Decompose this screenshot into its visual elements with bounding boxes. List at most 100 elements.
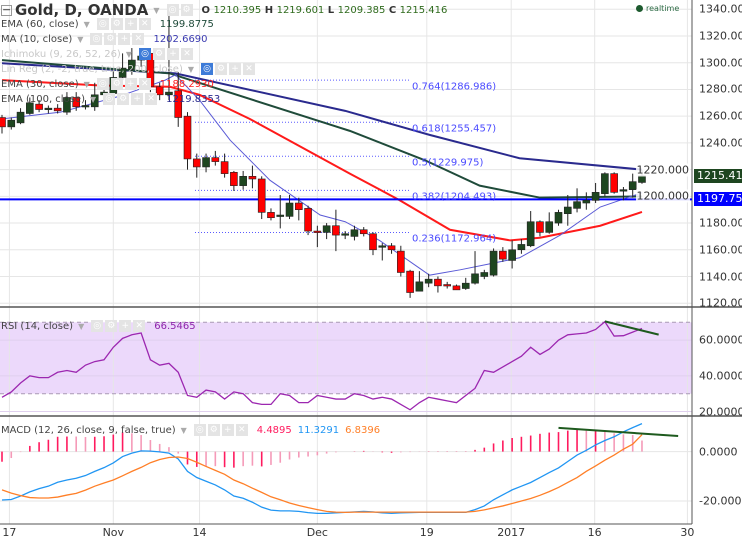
close-icon[interactable]: ✕ — [243, 63, 256, 75]
chevron-down-icon[interactable]: ▼ — [125, 49, 132, 59]
candle-body — [16, 111, 25, 124]
price-axis-label: 1160.000 — [699, 243, 742, 257]
close-icon[interactable]: ✕ — [138, 78, 151, 90]
indicator-label: Ichimoku (9, 26, 52, 26) — [1, 48, 121, 60]
candle-body — [44, 107, 53, 110]
indicator-label: Lin Reg (2, -2, true, true, 200, close) — [1, 63, 183, 75]
plus-icon[interactable]: + — [124, 78, 137, 90]
candle-body — [72, 97, 80, 108]
candle-body — [369, 233, 377, 251]
candle-body — [591, 192, 600, 201]
plus-icon[interactable]: + — [167, 48, 179, 60]
eye-icon[interactable]: ◎ — [96, 18, 109, 30]
gear-icon[interactable]: ⚙ — [110, 78, 123, 90]
candle-body — [332, 225, 340, 236]
gear-icon[interactable]: ⚙ — [180, 4, 193, 16]
eye-icon[interactable]: ◎ — [166, 4, 179, 16]
candle-body — [359, 229, 368, 235]
eye-icon[interactable]: ◎ — [139, 48, 151, 60]
macd-signal-value: 6.8396 — [345, 424, 381, 436]
close-icon[interactable]: ✕ — [235, 424, 248, 436]
ema60-line — [1, 59, 642, 199]
fib-level-label: 0.764(1286.986) — [412, 81, 497, 93]
high-value: 1219.601 — [276, 4, 325, 16]
indicator-legend[interactable]: Lin Reg (2, -2, true, true, 200, close) ▼… — [1, 62, 261, 76]
gear-icon[interactable]: ⚙ — [117, 93, 130, 105]
chevron-down-icon[interactable]: ▼ — [78, 321, 85, 331]
indicator-value: 1219.8353 — [166, 93, 221, 105]
candle-body — [248, 176, 257, 180]
price-axis-label: 1260.000 — [699, 109, 742, 123]
close-icon[interactable]: ✕ — [132, 33, 145, 45]
indicator-label: EMA (60, close) — [1, 18, 79, 30]
plus-icon[interactable]: + — [221, 424, 234, 436]
rsi-trendline — [604, 320, 659, 336]
time-axis-label: Dec — [306, 526, 328, 539]
chevron-down-icon[interactable]: ▼ — [187, 64, 195, 74]
close-icon[interactable]: ✕ — [138, 18, 151, 30]
macd-line — [1, 423, 643, 515]
eye-icon[interactable]: ◎ — [103, 93, 116, 105]
collapse-icon[interactable]: − — [1, 2, 12, 16]
status-dot-icon — [636, 5, 643, 12]
high-label: H — [264, 4, 274, 16]
candle-body — [90, 94, 99, 108]
chevron-down-icon[interactable]: ▼ — [153, 5, 160, 15]
price-axis-label: 1200.000 — [635, 189, 690, 203]
eye-icon[interactable]: ◎ — [193, 424, 206, 436]
chevron-down-icon[interactable]: ▼ — [83, 79, 90, 89]
macd-label: MACD (12, 26, close, 9, false, true) — [1, 424, 176, 436]
close-icon[interactable]: ✕ — [181, 48, 193, 60]
plus-icon[interactable]: + — [118, 33, 131, 45]
plus-icon[interactable]: + — [131, 93, 144, 105]
symbol-legend[interactable]: − Gold, D, OANDA ▼ ◎ ⚙ O 1210.395 H 1219.… — [1, 1, 447, 19]
eye-icon[interactable]: ◎ — [96, 78, 109, 90]
indicator-legend[interactable]: EMA (100, close) ▼ ◎ ⚙ + ✕ 1219.8353 — [1, 92, 220, 106]
candle-body — [554, 212, 563, 224]
candle-body — [573, 201, 581, 209]
eye-icon[interactable]: ◎ — [91, 320, 104, 332]
close-icon[interactable]: ✕ — [145, 93, 158, 105]
gear-icon[interactable]: ⚙ — [207, 424, 220, 436]
plus-icon[interactable]: + — [124, 18, 137, 30]
candle-body — [26, 102, 34, 114]
price-axis-label: 1240.000 — [699, 136, 742, 150]
chevron-down-icon[interactable]: ▼ — [180, 425, 187, 435]
chevron-down-icon[interactable]: ▼ — [89, 94, 97, 104]
time-axis-label: 2017 — [497, 526, 526, 539]
candle-body — [81, 105, 90, 108]
eye-icon[interactable]: ◎ — [90, 33, 103, 45]
candle-body — [628, 181, 637, 190]
chevron-down-icon[interactable]: ▼ — [77, 34, 84, 44]
candle-body — [563, 206, 572, 215]
gear-icon[interactable]: ⚙ — [105, 320, 118, 332]
indicator-legend[interactable]: Ichimoku (9, 26, 52, 26) ▼ ◎ ⚙ + ✕ — [1, 47, 199, 61]
time-axis-label: 16 — [587, 526, 602, 539]
plus-icon[interactable]: + — [229, 63, 242, 75]
candle-body — [192, 158, 201, 168]
gear-icon[interactable]: ⚙ — [215, 63, 228, 75]
gear-icon[interactable]: ⚙ — [104, 33, 117, 45]
candle-body — [118, 67, 127, 78]
indicator-legend[interactable]: EMA (30, close) ▼ ◎ ⚙ + ✕ 1188.2930 — [1, 77, 214, 91]
gear-icon[interactable]: ⚙ — [153, 48, 165, 60]
chevron-down-icon[interactable]: ▼ — [83, 19, 90, 29]
candle-body — [582, 200, 591, 204]
indicator-legend[interactable]: MA (10, close) ▼ ◎ ⚙ + ✕ 1202.6690 — [1, 32, 208, 46]
eye-icon[interactable]: ◎ — [201, 63, 214, 75]
rsi-legend[interactable]: RSI (14, close) ▼ ◎ ⚙ + ✕ 66.5465 — [1, 319, 196, 333]
gear-icon[interactable]: ⚙ — [110, 18, 123, 30]
candle-body — [610, 173, 618, 193]
macd-legend[interactable]: MACD (12, 26, close, 9, false, true) ▼ ◎ ⚙… — [1, 423, 380, 437]
last-price-badge: 1215.416 — [694, 168, 742, 183]
candle-body — [304, 208, 312, 232]
close-label: C — [388, 4, 397, 16]
rsi-axis-label: 40.0000 — [699, 369, 742, 383]
close-icon[interactable]: ✕ — [133, 320, 146, 332]
fib-level-label: 0.382(1204.493) — [412, 191, 497, 203]
plus-icon[interactable]: + — [119, 320, 132, 332]
candle-body — [313, 230, 322, 233]
candle-body — [63, 97, 71, 113]
indicator-legend[interactable]: EMA (60, close) ▼ ◎ ⚙ + ✕ 1199.8775 — [1, 17, 214, 31]
